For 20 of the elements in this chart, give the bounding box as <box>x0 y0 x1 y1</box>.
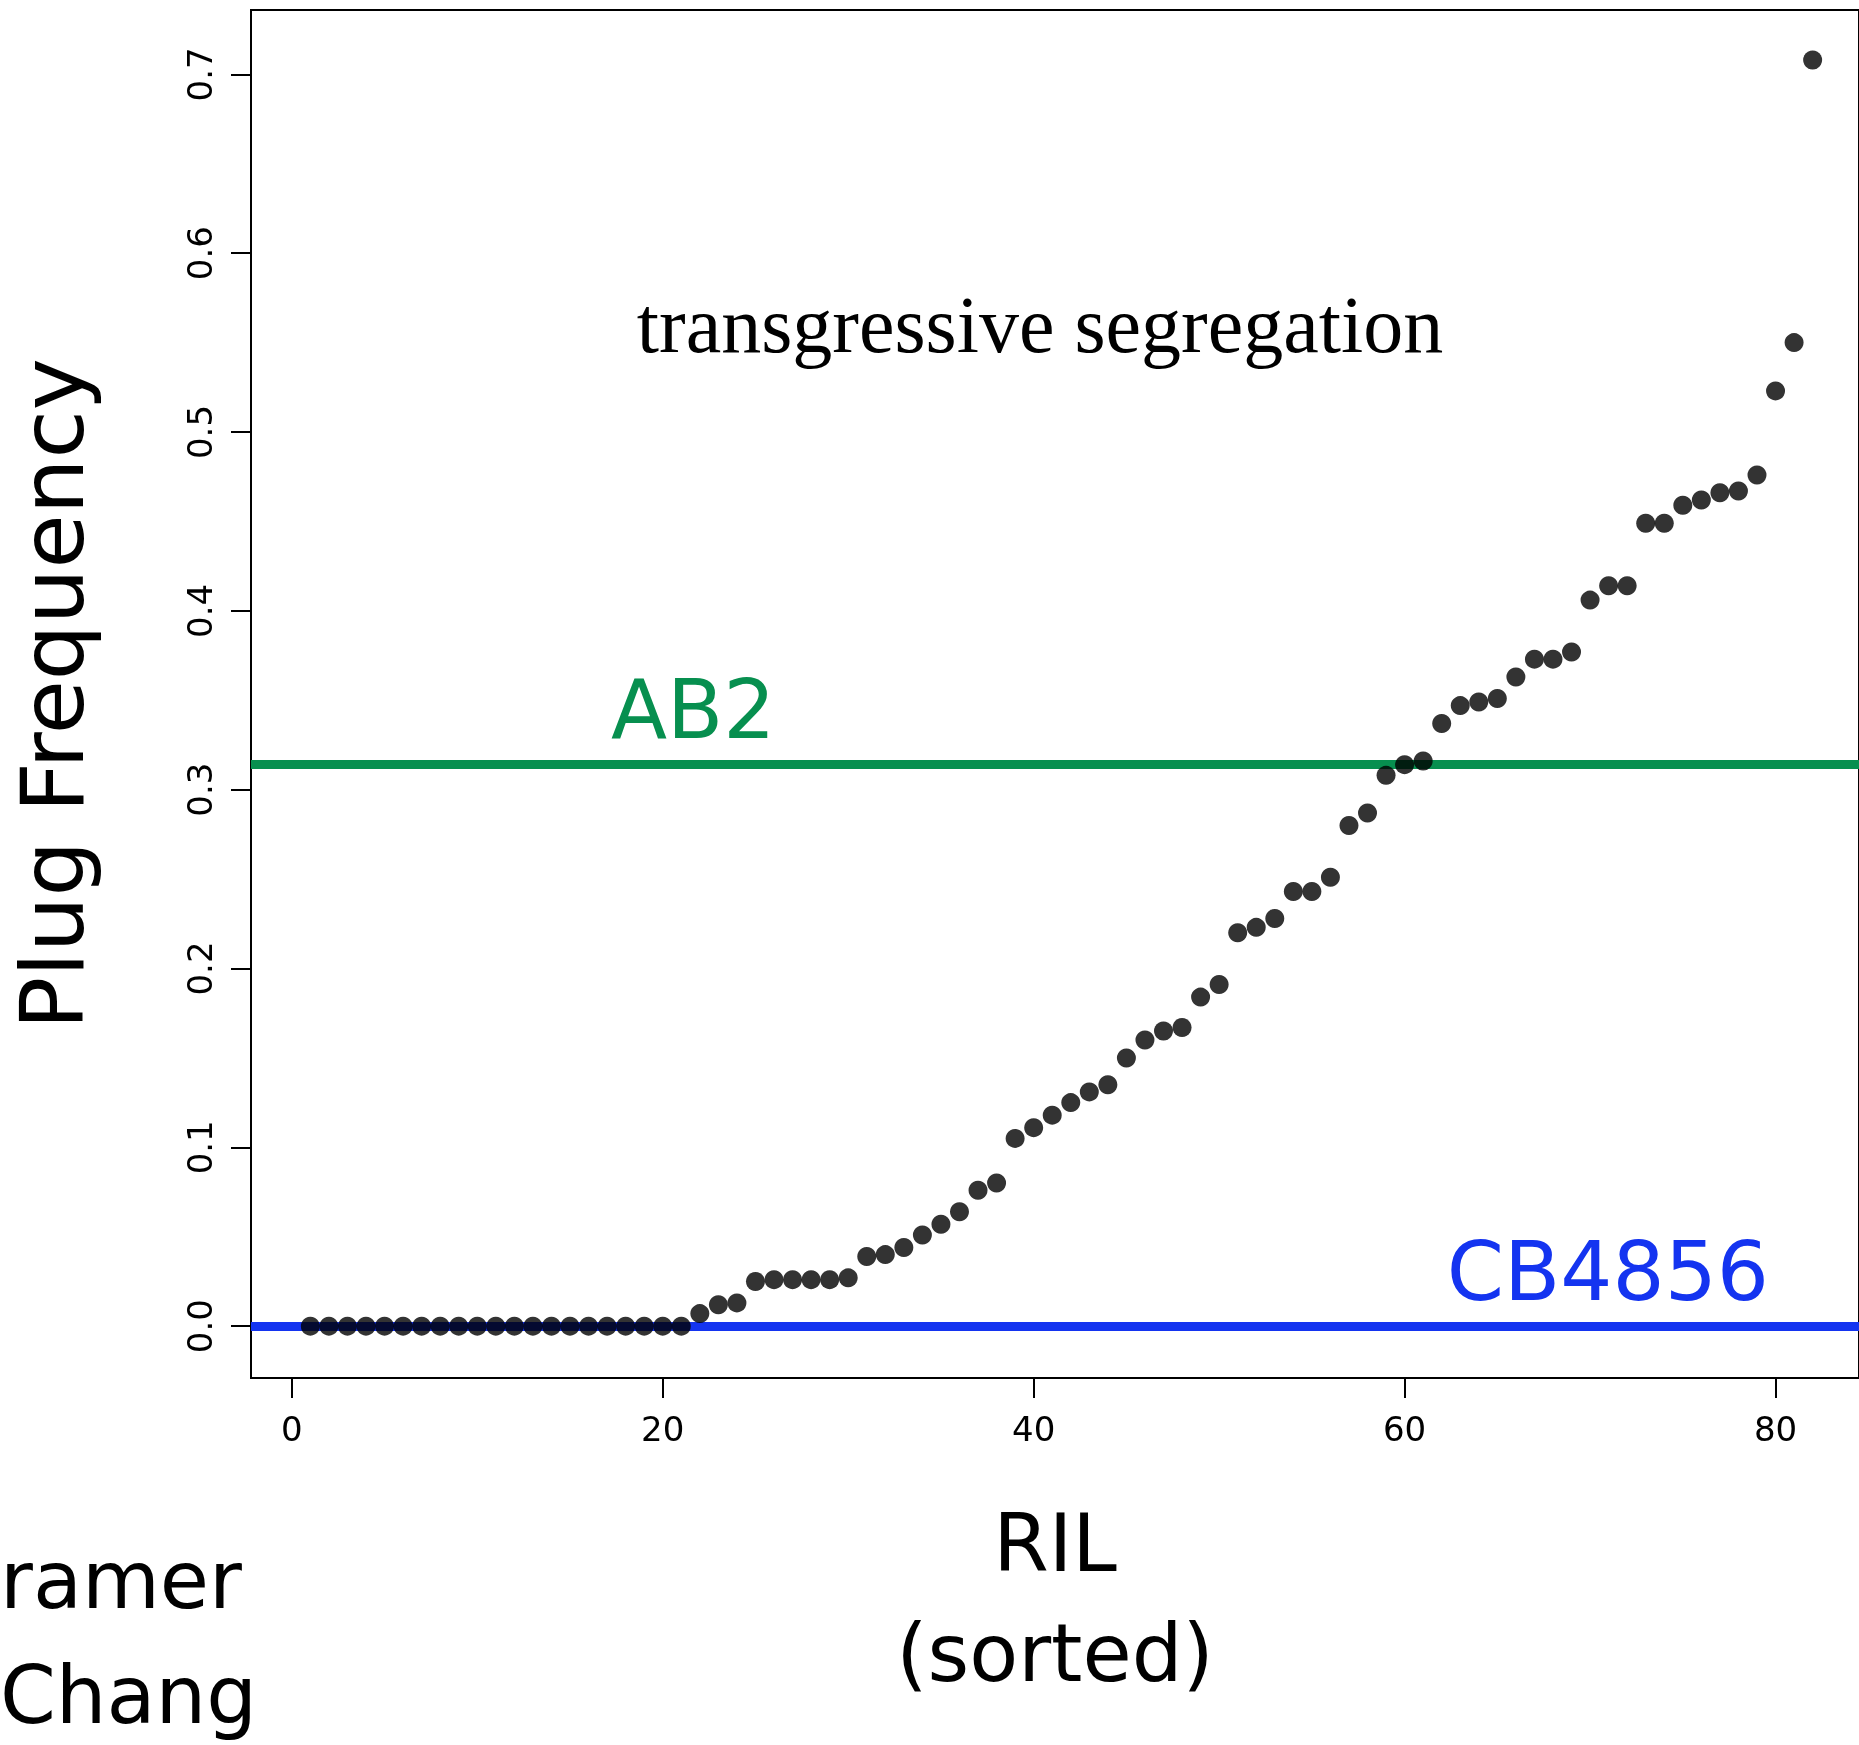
text: Chang <box>0 1648 258 1742</box>
text: ramer <box>0 1533 243 1627</box>
x-tick-label: 80 <box>1753 1409 1798 1449</box>
y-tick-label: 0.0 <box>180 1299 220 1354</box>
y-tick-label: 0.4 <box>180 583 220 638</box>
x-axis-title: RIL (sorted) <box>896 1496 1214 1700</box>
y-tick-label: 0.6 <box>180 226 220 281</box>
x-tick-label: 40 <box>1012 1409 1056 1449</box>
y-tick-label: 0.2 <box>180 941 220 996</box>
x-tick-label: 20 <box>641 1409 685 1449</box>
ref-line-label: AB2 <box>611 662 776 758</box>
x-tick-label: 60 <box>1382 1409 1427 1449</box>
annotation: transgressive segregation <box>636 281 1444 369</box>
y-tick-label: 0.5 <box>180 404 220 460</box>
x-tick-label: 0 <box>280 1409 303 1449</box>
y-tick-label: 0.1 <box>180 1120 220 1175</box>
y-axis-title: Plug Frequency <box>0 358 104 1030</box>
y-tick-label: 0.3 <box>180 762 220 817</box>
ref-line-label: CB4856 <box>1446 1223 1769 1319</box>
y-tick-label: 0.7 <box>180 47 220 102</box>
